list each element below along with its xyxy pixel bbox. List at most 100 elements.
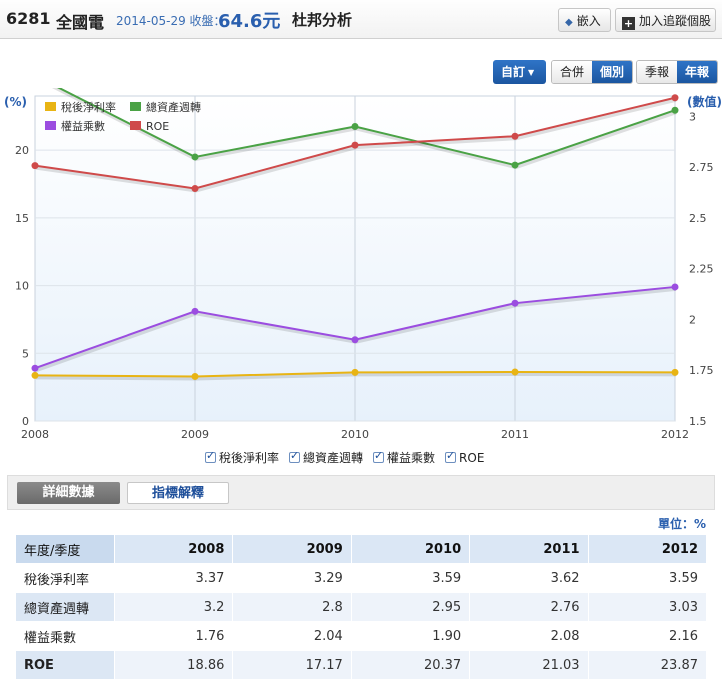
table-cell: 3.2 [113, 592, 234, 622]
table-cell: 1.90 [350, 621, 471, 651]
table-row: ROE 18.86 17.17 20.37 21.03 23.87 [15, 650, 708, 680]
add-track-button[interactable]: + 加入追蹤個股 [615, 8, 716, 32]
tab-detail-data[interactable]: 詳細數據 [17, 482, 120, 504]
x-tick-label: 2008 [21, 428, 49, 441]
right-axis-label: (數值) [687, 94, 722, 109]
right-tick-label: 1.5 [689, 415, 707, 428]
table-cell: 2.08 [469, 621, 589, 651]
quote-price: 64.6元 [218, 11, 281, 32]
data-table: 年度/季度 2008 2009 2010 2011 2012 稅後淨利率 3.3… [15, 534, 708, 680]
stock-code: 6281 [6, 9, 51, 28]
header-cell: 年度/季度 [15, 534, 115, 564]
x-tick-label: 2009 [181, 428, 209, 441]
right-tick-label: 2.25 [689, 263, 714, 276]
table-cell: 2.95 [350, 592, 471, 622]
x-tick-label: 2011 [501, 428, 529, 441]
table-cell: 2.16 [587, 621, 708, 651]
row-label: 稅後淨利率 [15, 563, 115, 593]
toggle-label: 總資產週轉 [303, 451, 364, 465]
data-point[interactable] [671, 283, 679, 291]
data-point[interactable] [511, 132, 519, 140]
table-cell: 1.76 [113, 621, 234, 651]
table-cell: 2.8 [232, 592, 352, 622]
table-cell: 3.03 [587, 592, 708, 622]
data-point[interactable] [351, 368, 359, 376]
embed-label: 嵌入 [576, 14, 601, 28]
toggle-label: ROE [459, 450, 485, 465]
row-label: 總資產週轉 [15, 592, 115, 622]
legend-swatch [45, 102, 56, 111]
table-cell: 3.37 [113, 563, 234, 593]
plus-icon: + [622, 17, 635, 30]
custom-dropdown[interactable]: 自訂 ▼ [493, 60, 546, 84]
single-button[interactable]: 個別 [592, 61, 633, 83]
table-cell: 21.03 [469, 650, 589, 680]
table-cell: 3.59 [587, 563, 708, 593]
table-cell: 2.76 [469, 592, 589, 622]
header-cell: 2012 [587, 534, 708, 564]
data-point[interactable] [511, 368, 519, 376]
right-tick-label: 2.5 [689, 212, 707, 225]
checkbox-icon[interactable] [373, 449, 385, 463]
data-point[interactable] [671, 106, 679, 114]
data-point[interactable] [191, 372, 199, 380]
table-cell: 18.86 [113, 650, 234, 680]
data-point[interactable] [31, 162, 39, 170]
quarterly-button[interactable]: 季報 [637, 61, 678, 83]
stock-name: 全國電 [56, 13, 105, 32]
toggle-equity-multiplier[interactable]: 權益乘數 [373, 449, 435, 466]
legend-label: ROE [146, 120, 169, 133]
legend-swatch [130, 121, 141, 130]
toggle-label: 權益乘數 [387, 451, 436, 465]
report-scope-toggle: 合併 個別 [551, 60, 634, 84]
add-track-label: 加入追蹤個股 [639, 14, 712, 28]
data-point[interactable] [191, 184, 199, 192]
header-cell: 2010 [350, 534, 471, 564]
table-row: 稅後淨利率 3.37 3.29 3.59 3.62 3.59 [15, 563, 708, 593]
tab-indicator-explanation[interactable]: 指標解釋 [127, 482, 229, 504]
table-cell: 3.29 [232, 563, 352, 593]
checkbox-icon[interactable] [289, 449, 301, 463]
data-point[interactable] [671, 94, 679, 102]
period-toggle: 季報 年報 [636, 60, 719, 84]
toggle-roe[interactable]: ROE [445, 449, 484, 466]
data-point[interactable] [511, 299, 519, 307]
data-point[interactable] [31, 371, 39, 379]
legend-swatch [45, 121, 56, 130]
table-header-row: 年度/季度 2008 2009 2010 2011 2012 [15, 534, 708, 564]
table-row: 總資產週轉 3.2 2.8 2.95 2.76 3.03 [15, 592, 708, 622]
right-tick-label: 1.75 [689, 364, 714, 377]
embed-button[interactable]: ◆ 嵌入 [558, 8, 611, 32]
custom-label: 自訂 [501, 65, 526, 79]
embed-icon: ◆ [565, 17, 573, 28]
data-point[interactable] [351, 122, 359, 130]
merge-button[interactable]: 合併 [552, 61, 593, 83]
header-cell: 2009 [232, 534, 352, 564]
series-toggle-legend: 稅後淨利率 總資產週轉 權益乘數 ROE [205, 449, 484, 466]
header-cell: 2011 [469, 534, 589, 564]
table-cell: 20.37 [350, 650, 471, 680]
left-tick-label: 0 [22, 415, 29, 428]
toggle-asset-turnover[interactable]: 總資產週轉 [289, 449, 363, 466]
left-tick-label: 20 [15, 144, 29, 157]
data-point[interactable] [191, 153, 199, 161]
data-point[interactable] [511, 161, 519, 169]
tabs-bar: 詳細數據 指標解釋 [7, 475, 715, 510]
chevron-down-icon: ▼ [528, 68, 535, 77]
row-label: ROE [15, 650, 115, 680]
left-axis-label: (%) [4, 95, 27, 109]
toggle-net-margin[interactable]: 稅後淨利率 [205, 449, 279, 466]
data-point[interactable] [671, 368, 679, 376]
data-point[interactable] [351, 336, 359, 344]
data-point[interactable] [351, 141, 359, 149]
quote-date: 2014-05-29 收盤： [116, 14, 226, 28]
checkbox-icon[interactable] [205, 449, 216, 463]
unit-label: 單位：% [657, 517, 706, 531]
annual-button[interactable]: 年報 [677, 61, 718, 83]
checkbox-icon[interactable] [445, 449, 457, 463]
data-point[interactable] [31, 364, 39, 372]
analysis-title: 杜邦分析 [292, 11, 353, 29]
table-cell: 3.62 [469, 563, 589, 593]
right-tick-label: 3 [689, 110, 696, 123]
data-point[interactable] [191, 307, 199, 315]
